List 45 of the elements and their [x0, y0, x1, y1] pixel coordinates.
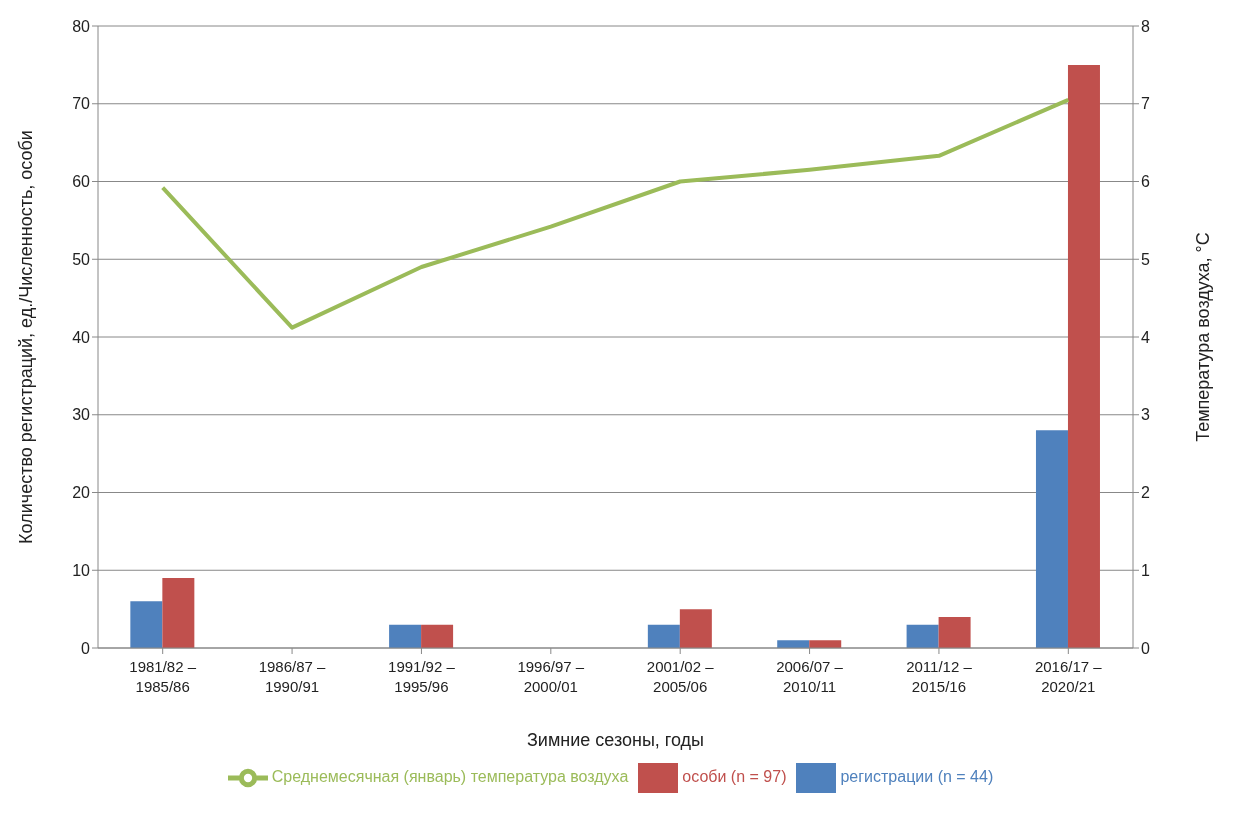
bar [421, 624, 454, 648]
bar [906, 624, 939, 648]
bar [679, 609, 712, 648]
y-tick-label: 40 [72, 328, 91, 346]
y2-tick-label: 0 [1141, 639, 1150, 657]
x-tick-label: 1996/97 – 2000/01 [517, 658, 585, 695]
x-tick-label: 1986/87 – 1990/91 [258, 658, 327, 695]
x-tick-label: 1981/82 – 1985/86 [129, 658, 197, 695]
y2-tick-label: 2 [1141, 484, 1150, 502]
y-tick-label: 70 [72, 95, 91, 113]
y2-tick-label: 8 [1141, 17, 1150, 35]
y2-tick-label: 4 [1141, 328, 1150, 346]
x-tick-label: 2006/07 – 2010/11 [776, 658, 844, 695]
y2-tick-label: 6 [1141, 173, 1150, 191]
bar [130, 601, 163, 648]
y-tick-label: 10 [72, 561, 91, 579]
legend-label: регистрации (n = 44) [840, 768, 994, 786]
bar [777, 640, 810, 648]
y-tick-label: 50 [72, 250, 91, 268]
x-tick-label: 1991/92 – 1995/96 [388, 658, 456, 695]
bar [647, 624, 680, 648]
bar [809, 640, 842, 648]
y-tick-label: 30 [72, 406, 91, 424]
y2-tick-label: 5 [1141, 250, 1150, 268]
y-tick-label: 20 [72, 484, 91, 502]
bar [162, 578, 195, 648]
bar [1067, 64, 1100, 648]
x-tick-label: 2016/17 – 2020/21 [1034, 658, 1103, 695]
y-tick-label: 0 [81, 639, 91, 657]
y2-tick-label: 1 [1141, 561, 1150, 579]
bar [389, 624, 422, 648]
line-series [160, 97, 1071, 330]
legend-label: Среднемесячная (январь) температура воздуха [271, 768, 629, 786]
x-axis-title: Зимние сезоны, годы [526, 730, 705, 750]
y-tick-label: 80 [72, 17, 91, 35]
y-tick-label: 60 [72, 173, 91, 191]
legend-label: особи (n = 97) [682, 768, 787, 786]
bar [938, 616, 971, 648]
y2-tick-label: 3 [1141, 406, 1150, 424]
x-tick-label: 2001/02 – 2005/06 [646, 658, 715, 695]
y2-tick-label: 7 [1141, 95, 1150, 113]
x-tick-label: 2011/12 – 2015/16 [906, 658, 973, 695]
y-axis-title: Количество регистраций, ед./Численность, особи [16, 130, 37, 544]
y2-axis-title: Температура воздуха, °C [1193, 232, 1214, 442]
bar [1035, 430, 1068, 648]
